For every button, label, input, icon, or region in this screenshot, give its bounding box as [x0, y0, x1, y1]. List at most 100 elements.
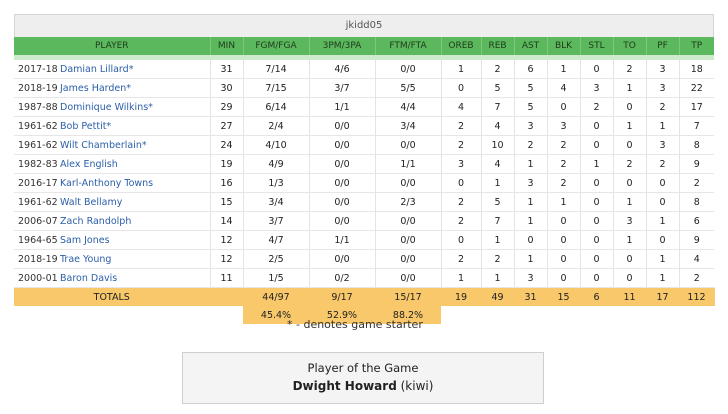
- stat-blk: 0: [547, 268, 581, 288]
- potg-name[interactable]: Dwight Howard: [292, 379, 397, 393]
- stat-ast: 0: [514, 230, 548, 250]
- stat-stl: 0: [580, 249, 614, 269]
- column-header-row: PLAYER MIN FGM/FGA 3PM/3PA FTM/FTA OREB …: [14, 37, 714, 55]
- stat-fg: 4/10: [243, 135, 310, 155]
- stat-tp: 2: [679, 173, 714, 193]
- stat-ast: 1: [514, 211, 548, 231]
- player-row: 1964-65 Sam Jones 12 4/7 1/1 0/0 0 1 0 0 0 1 0 9: [14, 230, 714, 250]
- stat-ft: 0/0: [375, 249, 442, 269]
- stat-oreb: 2: [441, 211, 482, 231]
- stat-reb: 7: [481, 97, 515, 117]
- stat-tp: 4: [679, 249, 714, 269]
- stat-blk: 2: [547, 154, 581, 174]
- stat-ft: 3/4: [375, 116, 442, 136]
- stat-oreb: 1: [441, 60, 482, 79]
- player-season: 2000-01: [18, 272, 58, 284]
- stat-ast: 5: [514, 97, 548, 117]
- player-name-link[interactable]: Sam Jones: [60, 234, 110, 246]
- stat-tp: 8: [679, 192, 714, 212]
- stat-fg: 7/15: [243, 78, 310, 98]
- player-row: 1987-88 Dominique Wilkins* 29 6/14 1/1 4/4 4 7 5…: [14, 97, 714, 117]
- col-fg[interactable]: FGM/FGA: [243, 37, 310, 55]
- player-cell: 2017-18 Damian Lillard*: [14, 60, 211, 79]
- player-name-link[interactable]: Zach Randolph: [60, 215, 132, 227]
- player-name-link[interactable]: Alex English: [60, 158, 118, 170]
- totals-min: [210, 287, 244, 306]
- stat-reb: 7: [481, 211, 515, 231]
- stat-min: 19: [210, 154, 244, 174]
- stat-tp3: 1/1: [309, 97, 376, 117]
- col-oreb[interactable]: OREB: [441, 37, 482, 55]
- stat-min: 30: [210, 78, 244, 98]
- stat-fg: 2/5: [243, 249, 310, 269]
- player-name-link[interactable]: Bob Pettit*: [60, 120, 112, 132]
- stat-ast: 3: [514, 116, 548, 136]
- stat-reb: 2: [481, 60, 515, 79]
- col-ast[interactable]: AST: [514, 37, 548, 55]
- stat-tp3: 0/0: [309, 173, 376, 193]
- stat-ast: 1: [514, 249, 548, 269]
- stat-oreb: 2: [441, 192, 482, 212]
- player-row: 2018-19 James Harden* 30 7/15 3/7 5/5 0 5 5 4 3 1 3 2…: [14, 78, 714, 98]
- col-min[interactable]: MIN: [210, 37, 244, 55]
- stat-oreb: 0: [441, 78, 482, 98]
- stat-tp3: 0/0: [309, 116, 376, 136]
- player-name-link[interactable]: Dominique Wilkins*: [60, 101, 153, 113]
- col-blk[interactable]: BLK: [547, 37, 581, 55]
- player-row: 2018-19 Trae Young 12 2/5 0/0 0/0 2 2 1 0 0 0 1 4: [14, 249, 714, 269]
- col-3p[interactable]: 3PM/3PA: [309, 37, 376, 55]
- stat-to: 3: [613, 211, 647, 231]
- col-reb[interactable]: REB: [481, 37, 515, 55]
- player-name-link[interactable]: Baron Davis: [60, 272, 118, 284]
- stat-ft: 0/0: [375, 60, 442, 79]
- stat-blk: 1: [547, 192, 581, 212]
- stat-oreb: 4: [441, 97, 482, 117]
- player-name-link[interactable]: James Harden*: [60, 82, 132, 94]
- player-row: 1961-62 Walt Bellamy 15 3/4 0/0 2/3 2 5 1 1 0 1 0 8: [14, 192, 714, 212]
- col-to[interactable]: TO: [613, 37, 647, 55]
- player-season: 1961-62: [18, 196, 58, 208]
- col-pf[interactable]: PF: [646, 37, 680, 55]
- stat-oreb: 3: [441, 154, 482, 174]
- stat-min: 24: [210, 135, 244, 155]
- stat-fg: 2/4: [243, 116, 310, 136]
- stat-pf: 0: [646, 230, 680, 250]
- totals-ft: 15/17: [375, 287, 442, 306]
- stat-stl: 0: [580, 211, 614, 231]
- stat-pf: 1: [646, 249, 680, 269]
- stat-reb: 5: [481, 192, 515, 212]
- player-name-link[interactable]: Wilt Chamberlain*: [60, 139, 147, 151]
- stat-to: 2: [613, 60, 647, 79]
- player-name-link[interactable]: Karl-Anthony Towns: [60, 177, 154, 189]
- col-player[interactable]: PLAYER: [14, 37, 211, 55]
- stat-pf: 0: [646, 173, 680, 193]
- player-cell: 1961-62 Walt Bellamy: [14, 192, 211, 212]
- stat-to: 0: [613, 97, 647, 117]
- col-ft[interactable]: FTM/FTA: [375, 37, 442, 55]
- player-cell: 1961-62 Wilt Chamberlain*: [14, 135, 211, 155]
- ft-pct: 88.2%: [375, 306, 441, 324]
- stat-to: 1: [613, 192, 647, 212]
- totals-ast: 31: [514, 287, 548, 306]
- player-name-link[interactable]: Walt Bellamy: [60, 196, 123, 208]
- stat-min: 27: [210, 116, 244, 136]
- stat-oreb: 0: [441, 173, 482, 193]
- col-tp[interactable]: TP: [679, 37, 714, 55]
- stat-ft: 0/0: [375, 211, 442, 231]
- stat-ft: 1/1: [375, 154, 442, 174]
- stat-to: 0: [613, 268, 647, 288]
- player-name-link[interactable]: Damian Lillard*: [60, 63, 134, 75]
- stat-reb: 1: [481, 230, 515, 250]
- stat-to: 0: [613, 249, 647, 269]
- stat-blk: 0: [547, 97, 581, 117]
- stat-blk: 3: [547, 116, 581, 136]
- totals-tp: 112: [679, 287, 715, 306]
- stat-min: 29: [210, 97, 244, 117]
- player-name-link[interactable]: Trae Young: [60, 253, 112, 265]
- player-row: 2016-17 Karl-Anthony Towns 16 1/3 0/0 0/0 0 1 3 2…: [14, 173, 714, 193]
- totals-blk: 15: [547, 287, 581, 306]
- stat-fg: 3/7: [243, 211, 310, 231]
- col-stl[interactable]: STL: [580, 37, 614, 55]
- stat-tp: 8: [679, 135, 714, 155]
- player-row: 1982-83 Alex English 19 4/9 0/0 1/1 3 4 1 2 1 2 2 9: [14, 154, 714, 174]
